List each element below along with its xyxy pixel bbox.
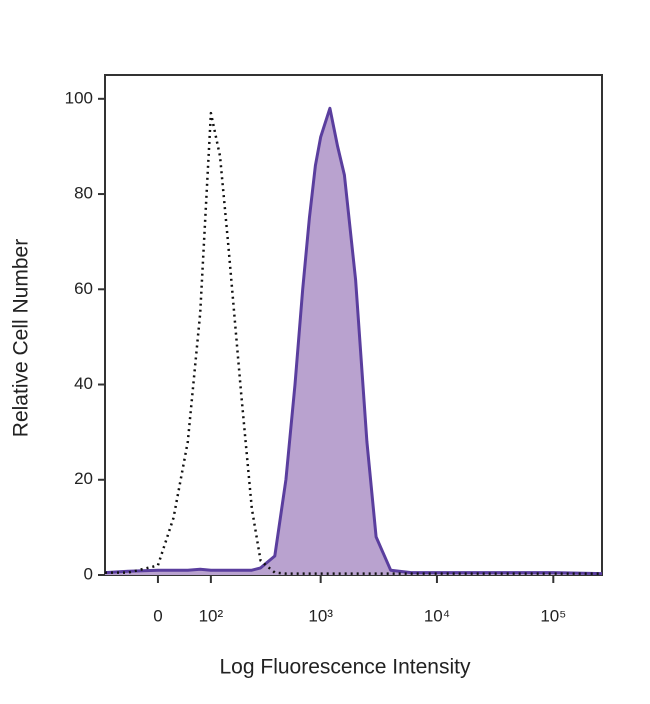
x-axis-title: Log Fluorescence Intensity — [220, 656, 471, 679]
y-axis-title: Relative Cell Number — [10, 239, 33, 437]
y-tick-label: 100 — [65, 88, 93, 107]
x-tick-label: 0 — [153, 606, 162, 625]
y-tick-label: 20 — [74, 469, 93, 488]
histogram-area — [105, 108, 602, 576]
x-tick-label: 10⁴ — [424, 606, 450, 625]
histogram-line — [104, 106, 603, 576]
y-tick-label: 80 — [74, 184, 93, 203]
x-tick-label: 10³ — [308, 606, 333, 625]
y-tick-label: 40 — [74, 374, 93, 393]
y-tick-label: 0 — [84, 564, 93, 583]
x-tick-label: 10⁵ — [540, 606, 566, 625]
histogram-line — [105, 111, 602, 575]
y-tick-label: 60 — [74, 279, 93, 298]
x-tick-label: 10² — [199, 606, 224, 625]
